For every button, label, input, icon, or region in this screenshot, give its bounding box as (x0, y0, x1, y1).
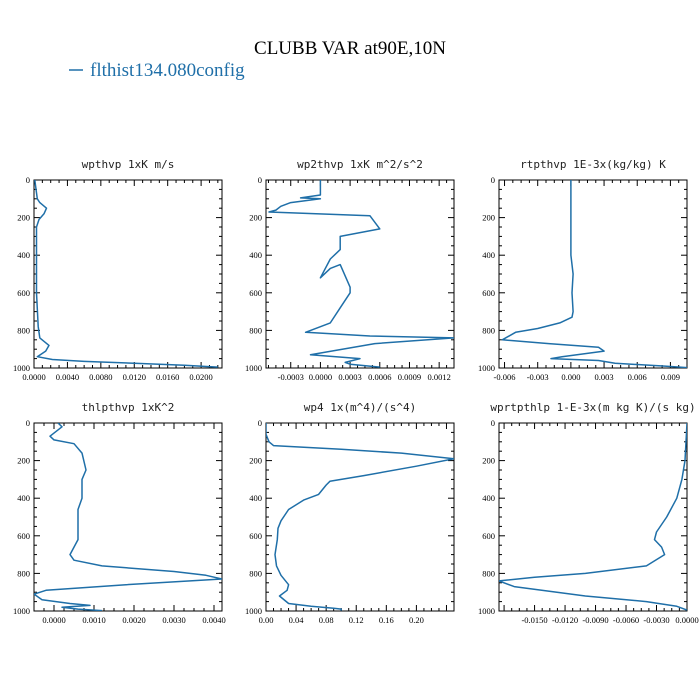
y-tick-label: 400 (249, 250, 262, 260)
y-tick-label: 600 (249, 288, 262, 298)
y-tick-label: 1000 (245, 363, 262, 373)
y-tick-label: 0 (491, 418, 495, 428)
y-tick-label: 1000 (478, 363, 495, 373)
x-tick-label: -0.006 (494, 372, 516, 382)
series-line (34, 423, 222, 611)
x-tick-label: 0.009 (661, 372, 680, 382)
x-tick-label: 0.0012 (427, 372, 450, 382)
y-tick-label: 400 (249, 493, 262, 503)
panel-3: rtpthvp 1E-3x(kg/kg) K02004006008001000-… (478, 158, 688, 382)
y-tick-label: 200 (249, 213, 262, 223)
panel-title: wpthvp 1xK m/s (82, 158, 175, 171)
x-tick-label: 0.0000 (22, 372, 45, 382)
y-tick-label: 600 (249, 531, 262, 541)
x-tick-label: -0.0030 (643, 615, 669, 625)
x-tick-label: 0.0003 (338, 372, 361, 382)
y-tick-label: 800 (249, 325, 262, 335)
y-tick-label: 800 (17, 568, 30, 578)
y-tick-label: 0 (258, 418, 262, 428)
y-tick-label: 200 (249, 456, 262, 466)
x-tick-label: 0.16 (379, 615, 394, 625)
y-tick-label: 800 (482, 568, 495, 578)
x-tick-label: 0.0080 (89, 372, 112, 382)
x-tick-label: 0.0200 (189, 372, 212, 382)
y-tick-label: 600 (482, 531, 495, 541)
x-tick-label: 0.0040 (202, 615, 225, 625)
x-tick-label: 0.08 (319, 615, 334, 625)
panel-title: wp2thvp 1xK m^2/s^2 (297, 158, 423, 171)
x-tick-label: 0.0120 (123, 372, 146, 382)
plot-frame (33, 179, 223, 369)
x-tick-label: 0.003 (594, 372, 613, 382)
plot-frame (33, 422, 223, 612)
x-tick-label: 0.0040 (56, 372, 79, 382)
y-tick-label: 600 (17, 288, 30, 298)
y-tick-label: 400 (482, 493, 495, 503)
x-tick-label: -0.0060 (613, 615, 639, 625)
series-line (499, 423, 687, 611)
x-tick-label: -0.003 (527, 372, 549, 382)
x-tick-label: 0.0010 (82, 615, 105, 625)
x-tick-label: 0.0000 (309, 372, 332, 382)
x-tick-label: 0.0000 (675, 615, 698, 625)
x-tick-label: 0.12 (349, 615, 364, 625)
y-tick-label: 200 (17, 456, 30, 466)
x-tick-label: -0.0090 (582, 615, 608, 625)
y-tick-label: 200 (482, 456, 495, 466)
x-tick-label: 0.0030 (162, 615, 185, 625)
x-tick-label: 0.000 (561, 372, 580, 382)
y-tick-label: 200 (482, 213, 495, 223)
panel-title: rtpthvp 1E-3x(kg/kg) K (520, 158, 666, 171)
y-tick-label: 0 (26, 418, 30, 428)
y-tick-label: 600 (482, 288, 495, 298)
plot-frame (498, 422, 688, 612)
x-tick-label: 0.0006 (368, 372, 391, 382)
y-tick-label: 0 (258, 175, 262, 185)
panel-title: thlpthvp 1xK^2 (82, 401, 175, 414)
panel-title: wprtpthlp 1-E-3x(m kg K)/(s kg) (490, 401, 695, 414)
y-tick-label: 600 (17, 531, 30, 541)
x-tick-label: 0.006 (628, 372, 647, 382)
x-tick-label: -0.0150 (521, 615, 547, 625)
y-tick-label: 1000 (13, 606, 30, 616)
panel-title: wp4 1x(m^4)/(s^4) (304, 401, 417, 414)
panel-4: thlpthvp 1xK^2 0 200 400 600 800 1000 0.0000 0.0… (13, 401, 226, 625)
x-tick-label: 0.20 (409, 615, 424, 625)
y-tick-label: 1000 (478, 606, 495, 616)
y-tick-label: 200 (17, 213, 30, 223)
y-tick-label: 400 (17, 250, 30, 260)
panel-6: wprtpthlp 1-E-3x(m kg K)/(s kg) 0 200 400 60… (478, 401, 699, 625)
series-line (266, 423, 454, 611)
x-tick-label: -0.0003 (278, 372, 304, 382)
x-tick-label: 0.04 (289, 615, 305, 625)
y-tick-label: 1000 (13, 363, 30, 373)
legend-label: flthist134.080config (90, 60, 245, 81)
series-line (34, 180, 218, 368)
figure-title: CLUBB VAR at90E,10N (254, 38, 446, 59)
y-tick-label: 800 (17, 325, 30, 335)
x-tick-label: 0.0000 (42, 615, 65, 625)
series-line (268, 180, 454, 368)
y-tick-label: 1000 (245, 606, 262, 616)
panel-2: wp2thvp 1xK m^2/s^2 0 200 400 600 800 1000 -0.0… (245, 158, 455, 382)
x-tick-label: 0.0160 (156, 372, 179, 382)
x-tick-label: -0.0120 (552, 615, 578, 625)
y-tick-label: 0 (491, 175, 495, 185)
plot-frame (498, 179, 688, 369)
legend: flthist134.080config (69, 60, 245, 81)
y-tick-label: 400 (17, 493, 30, 503)
y-tick-label: 800 (482, 325, 495, 335)
y-tick-label: 0 (26, 175, 30, 185)
x-tick-label: 0.0020 (122, 615, 145, 625)
y-tick-label: 400 (482, 250, 495, 260)
x-tick-label: 0.0009 (398, 372, 421, 382)
y-tick-label: 800 (249, 568, 262, 578)
x-tick-label: 0.00 (259, 615, 274, 625)
series-line (501, 180, 687, 368)
